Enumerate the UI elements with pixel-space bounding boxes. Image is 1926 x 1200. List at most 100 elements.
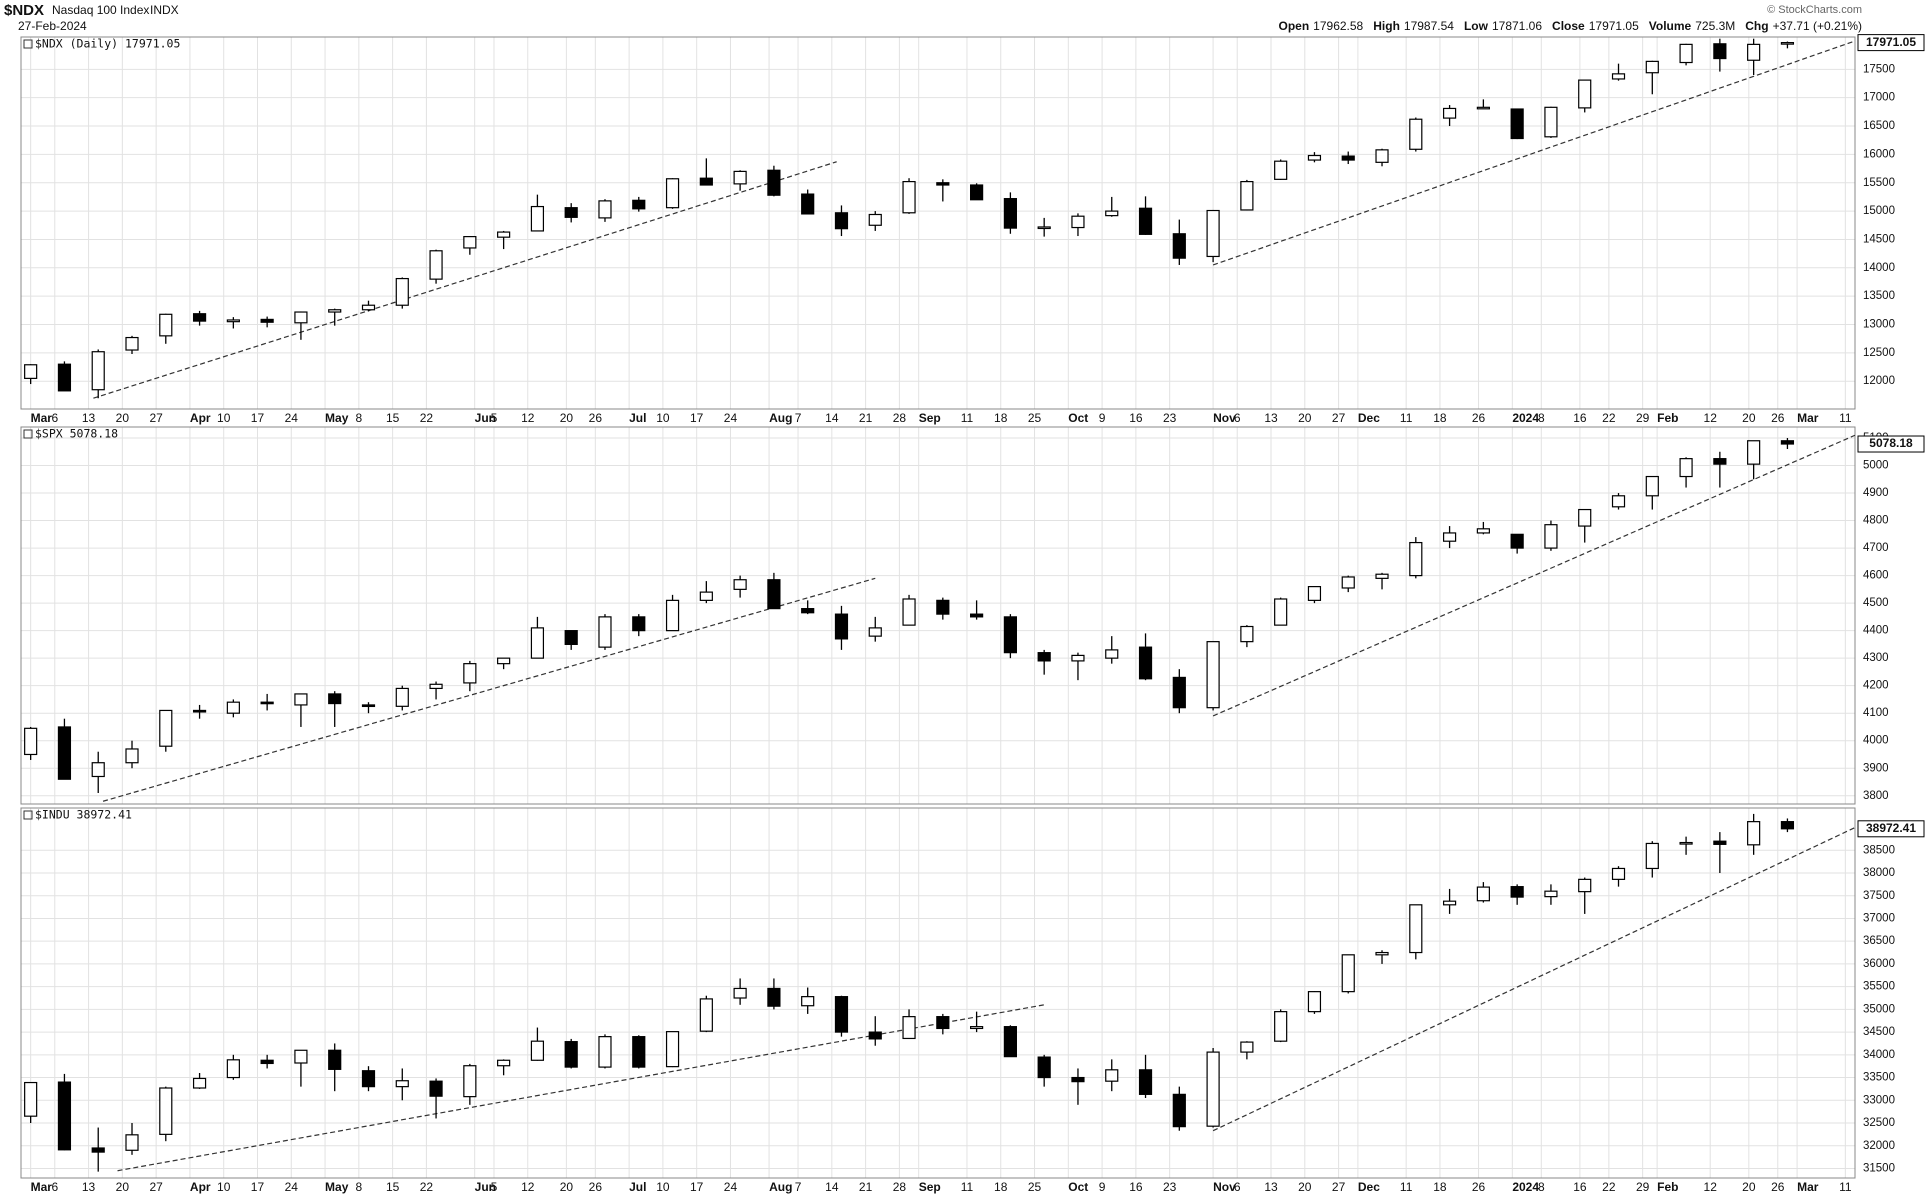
y-tick-label: 37500: [1863, 890, 1895, 902]
candle-body: [1442, 532, 1457, 542]
candle-body: [192, 709, 207, 713]
y-tick-label: 17500: [1863, 63, 1895, 75]
candle-body: [902, 598, 916, 626]
x-tick-label: 2024: [1512, 1180, 1539, 1194]
candle-body: [226, 319, 240, 323]
candle-body: [530, 205, 545, 232]
candle-body: [1780, 821, 1795, 830]
candle-body: [125, 336, 139, 351]
candle-body: [1611, 495, 1626, 508]
y-tick-label: 4200: [1863, 680, 1889, 692]
x-tick-label: Mar: [31, 411, 53, 425]
y-tick-label: 4600: [1863, 570, 1889, 582]
candle-body: [395, 277, 409, 306]
y-tick-label: 16000: [1863, 148, 1895, 160]
candle-body: [91, 1147, 105, 1153]
candle-body: [970, 613, 984, 618]
candle-body: [1105, 649, 1119, 659]
candle-body: [733, 987, 747, 999]
y-tick-label: 14500: [1863, 233, 1895, 245]
x-tick-label: Jul: [629, 411, 646, 425]
price-tag-label: 38972.41: [1866, 821, 1916, 835]
candle-body: [1713, 458, 1727, 465]
candle-body: [1003, 616, 1017, 654]
candle-body: [226, 1059, 240, 1079]
candle-body: [665, 599, 680, 632]
x-tick-label: 11: [1839, 1180, 1852, 1194]
x-tick-label: 7: [795, 1180, 802, 1194]
x-tick-label: 15: [386, 411, 400, 425]
panel-icon: [23, 429, 33, 439]
x-tick-label: 18: [1433, 411, 1447, 425]
price-tag: [1857, 435, 1925, 453]
x-tick-label: Mar: [1797, 411, 1819, 425]
candle-body: [699, 591, 713, 601]
x-tick-label: 20: [116, 1180, 130, 1194]
candle-body: [970, 1026, 984, 1030]
quote-label: Chg: [1745, 19, 1768, 33]
candle-body: [226, 701, 240, 714]
x-tick-label: Aug: [769, 411, 792, 425]
x-tick-label: 16: [1129, 1180, 1143, 1194]
x-tick-label: 27: [1332, 1180, 1346, 1194]
candle-body: [1206, 641, 1220, 709]
candle-body: [260, 701, 274, 705]
candle-body: [1645, 475, 1659, 497]
panel-label: $SPX 5078.18: [35, 427, 118, 441]
x-tick-label: 8: [355, 411, 362, 425]
candle-body: [57, 363, 72, 392]
candle-body: [1611, 73, 1626, 80]
x-tick-label: 21: [859, 1180, 873, 1194]
candle-body: [1341, 954, 1355, 993]
x-tick-label: 17: [251, 411, 265, 425]
candle-body: [1409, 118, 1423, 150]
y-tick-label: 32000: [1863, 1140, 1895, 1152]
trendline: [93, 161, 837, 399]
candle-body: [1172, 1093, 1186, 1128]
candle-body: [1544, 106, 1558, 138]
x-tick-label: 8: [355, 1180, 362, 1194]
x-tick-label: Dec: [1358, 1180, 1380, 1194]
candle-body: [1307, 991, 1322, 1013]
x-tick-label: 10: [217, 1180, 231, 1194]
y-tick-label: 4300: [1863, 652, 1889, 664]
panel-label: $NDX (Daily) 17971.05: [35, 37, 180, 51]
x-tick-label: Feb: [1657, 411, 1678, 425]
candle-body: [936, 182, 950, 186]
x-tick-label: Sep: [919, 411, 941, 425]
copyright: © StockCharts.com: [1767, 4, 1862, 16]
x-tick-label: 7: [795, 411, 802, 425]
x-tick-label: 26: [589, 1180, 603, 1194]
x-tick-label: Mar: [1797, 1180, 1819, 1194]
candle-body: [395, 1080, 409, 1088]
candle-body: [260, 318, 274, 323]
candle-body: [328, 693, 342, 705]
x-tick-label: Oct: [1068, 411, 1088, 425]
x-tick-label: 28: [893, 411, 907, 425]
candle-body: [1476, 106, 1490, 110]
candle-body: [1138, 646, 1153, 680]
quote-label: Volume: [1649, 19, 1692, 33]
candle-body: [1747, 440, 1761, 465]
candle-body: [192, 1077, 207, 1089]
x-tick-label: Jun: [475, 411, 496, 425]
candle-body: [463, 1065, 477, 1098]
y-tick-label: 13500: [1863, 290, 1895, 302]
y-tick-label: 12500: [1863, 347, 1895, 359]
x-tick-label: 26: [589, 411, 603, 425]
x-tick-label: 16: [1573, 411, 1587, 425]
x-tick-label: 13: [82, 411, 96, 425]
candle-body: [1375, 951, 1389, 956]
candle-body: [361, 704, 376, 708]
candle-body: [1578, 79, 1592, 109]
y-tick-label: 4000: [1863, 735, 1889, 747]
y-tick-label: 33500: [1863, 1072, 1895, 1084]
y-tick-label: 4100: [1863, 707, 1889, 719]
x-tick-label: 8: [1538, 1180, 1545, 1194]
candle-body: [1037, 1056, 1051, 1079]
candle-body: [767, 987, 781, 1007]
candle-body: [1138, 1069, 1153, 1095]
candle-body: [159, 313, 173, 337]
x-tick-label: 22: [420, 411, 434, 425]
candle-body: [1679, 458, 1693, 478]
